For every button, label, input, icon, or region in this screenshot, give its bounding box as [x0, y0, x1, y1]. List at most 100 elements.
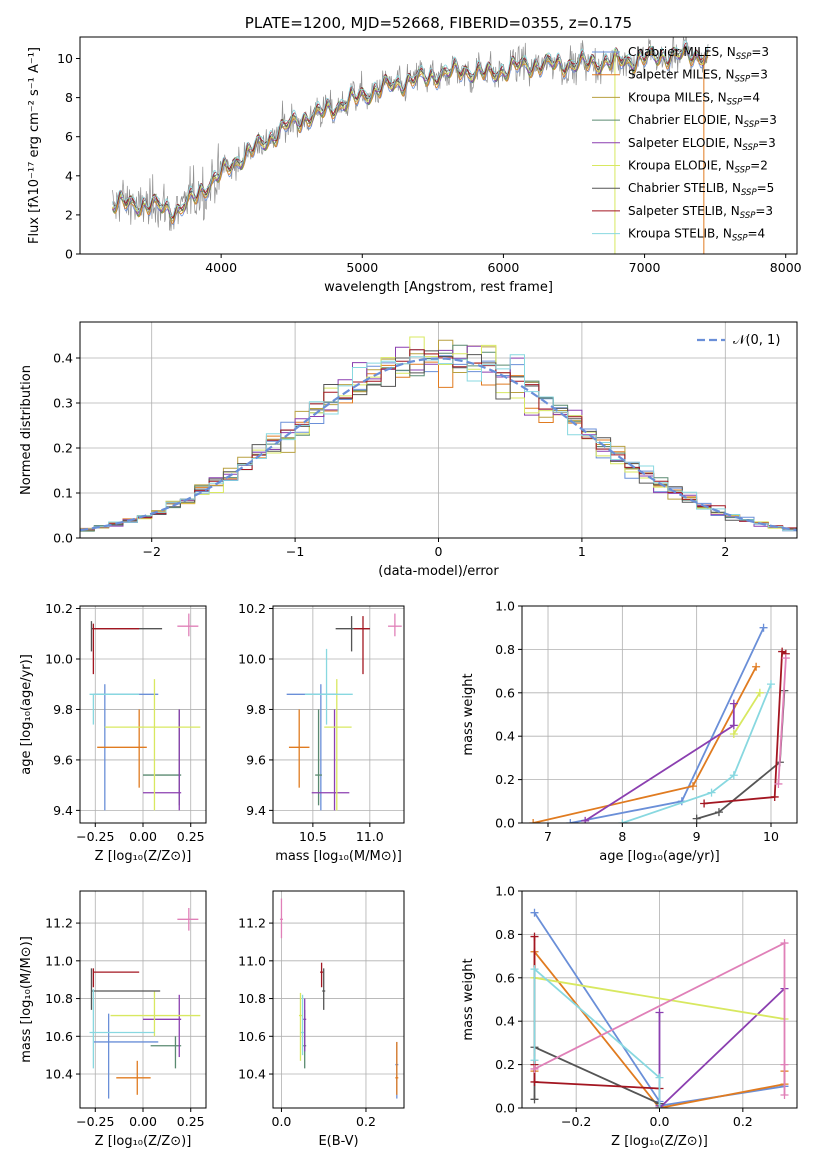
series-line-8: [622, 683, 772, 823]
x-tick-label: 10: [763, 829, 779, 844]
y-tick-label: 10.0: [238, 651, 266, 666]
x-tick-label: −0.25: [76, 829, 114, 844]
y-tick-label: 0: [65, 247, 73, 262]
series-marker: [529, 819, 538, 823]
y-tick-label: 0.8: [495, 927, 515, 942]
point-9: [279, 898, 283, 939]
y-tick-label: 0.4: [53, 351, 73, 366]
y-tick-label: 9.4: [246, 803, 266, 818]
y-tick-label: 0.3: [53, 396, 73, 411]
y-axis-label: age [log₁₀(age/yr)]: [19, 654, 34, 775]
point-4: [303, 998, 307, 1052]
model-spectrum-9: [112, 40, 709, 217]
point-1: [97, 709, 147, 788]
series-line-9: [534, 941, 786, 1095]
point-7: [320, 962, 324, 988]
axes-frame: [272, 605, 405, 824]
series-marker: [581, 816, 590, 823]
x-axis-label: age [log₁₀(age/yr)]: [599, 849, 720, 864]
plot-area: [80, 336, 797, 538]
point-8: [301, 994, 305, 1056]
point-7: [92, 623, 140, 675]
series-marker: [566, 819, 575, 823]
axes-age-vs-Z: [80, 606, 206, 823]
y-tick-label: 0.8: [495, 642, 515, 657]
x-axis-label: (data-model)/error: [378, 564, 499, 579]
point-5: [110, 991, 201, 1037]
chart-title: PLATE=1200, MJD=52668, FIBERID=0355, z=0…: [245, 14, 632, 32]
normal-curve: [80, 357, 797, 532]
y-tick-label: 0.2: [53, 441, 73, 456]
point-8: [89, 989, 155, 1069]
y-tick-label: 0.6: [495, 970, 515, 985]
series-line-9: [777, 658, 787, 784]
series-marker: [780, 1090, 789, 1099]
model-spectrum-4: [112, 45, 709, 219]
plot-area: [286, 613, 402, 811]
series-marker: [530, 1056, 539, 1065]
y-tick-label: 11.0: [45, 953, 73, 968]
series-marker: [770, 792, 779, 801]
series-marker: [707, 788, 716, 797]
series-line-5: [733, 692, 761, 735]
residual-histogram-9: [80, 354, 797, 538]
x-tick-label: −2: [142, 544, 160, 559]
series-marker: [714, 808, 723, 817]
plot-area: [112, 37, 709, 254]
y-tick-label: 0.0: [495, 816, 515, 831]
series-line-6: [533, 1045, 661, 1108]
point-6: [90, 968, 161, 1010]
y-tick-label: 0.6: [495, 685, 515, 700]
point-3: [143, 709, 182, 806]
y-tick-label: 0.0: [53, 531, 73, 546]
axes-mass-vs-Z: [80, 891, 206, 1108]
y-tick-label: 10.2: [45, 601, 73, 616]
legend-entry: Kroupa STELIB, NSSP=4: [628, 227, 765, 244]
x-tick-label: 7000: [629, 260, 661, 275]
y-tick-label: 0.4: [495, 729, 515, 744]
x-tick-label: 2: [721, 544, 729, 559]
series-marker: [752, 662, 761, 671]
x-tick-label: −1: [286, 544, 304, 559]
frame-massweight-vs-age: 7 8 9 10 0.0 0.2 0.4 0.6 0.8 1.0 age [log₁₀(age/yr…: [461, 599, 798, 864]
plot-area: [89, 613, 201, 811]
series-line-5: [534, 976, 785, 1020]
y-tick-label: 0.4: [495, 1014, 515, 1029]
y-axis-label: mass [log₁₀(M/M⊙)]: [19, 936, 34, 1063]
x-tick-label: 11.0: [356, 829, 384, 844]
series-marker: [655, 1104, 664, 1108]
y-tick-label: 8: [65, 90, 73, 105]
y-tick-label: 9.6: [246, 752, 266, 767]
plot-area: [530, 908, 789, 1108]
y-tick-label: 10.2: [238, 601, 266, 616]
legend-entry: Salpeter ELODIE, NSSP=3: [628, 136, 776, 153]
y-tick-label: 11.2: [45, 916, 73, 931]
y-tick-label: 2: [65, 207, 73, 222]
residual-histogram-8: [80, 349, 797, 538]
axes-frame: [79, 36, 798, 255]
x-tick-label: 10.5: [299, 829, 327, 844]
series-marker: [530, 1064, 539, 1073]
series-marker: [655, 1008, 664, 1017]
y-tick-label: 0.1: [53, 486, 73, 501]
y-tick-label: 10.8: [45, 991, 73, 1006]
y-tick-label: 10.6: [45, 1029, 73, 1044]
series-marker: [755, 688, 764, 697]
point-5: [104, 679, 201, 811]
axes-massweight-vs-Z: [522, 890, 797, 1109]
point-0: [93, 1013, 159, 1099]
series-line-7: [704, 650, 787, 805]
legend-entry: Salpeter STELIB, NSSP=3: [628, 204, 773, 221]
y-tick-label: 1.0: [495, 884, 515, 899]
point-6: [335, 616, 370, 652]
series-marker: [729, 730, 738, 739]
axes-mass-vs-EBV: [273, 891, 404, 1108]
point-4: [311, 709, 350, 811]
point-4: [143, 994, 182, 1058]
x-tick-label: −0.2: [561, 1114, 591, 1129]
point-8: [89, 693, 140, 725]
legend-entry: Kroupa ELODIE, NSSP=2: [628, 159, 768, 176]
series-marker: [530, 1095, 539, 1104]
x-tick-label: 9: [693, 829, 701, 844]
